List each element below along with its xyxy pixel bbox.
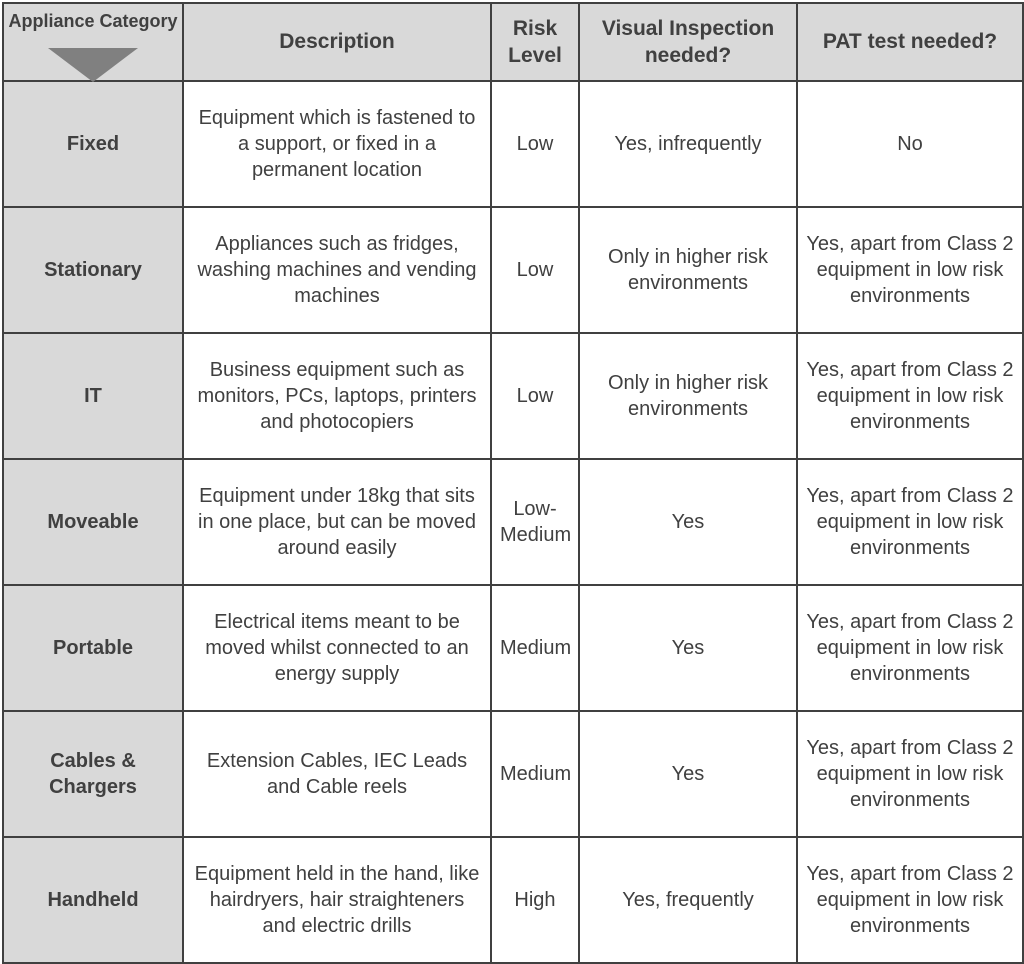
table-row: IT Business equipment such as monitors, … bbox=[3, 333, 1023, 459]
appliance-category-label: Appliance Category bbox=[4, 10, 182, 33]
cell-visual: Yes, infrequently bbox=[579, 81, 797, 207]
cell-risk: Low-Medium bbox=[491, 459, 579, 585]
cell-category: Fixed bbox=[3, 81, 183, 207]
cell-risk: Low bbox=[491, 207, 579, 333]
cell-risk: High bbox=[491, 837, 579, 963]
cell-description: Appliances such as fridges, washing mach… bbox=[183, 207, 491, 333]
cell-category: Moveable bbox=[3, 459, 183, 585]
cell-risk: Medium bbox=[491, 585, 579, 711]
table-row: Portable Electrical items meant to be mo… bbox=[3, 585, 1023, 711]
cell-description: Extension Cables, IEC Leads and Cable re… bbox=[183, 711, 491, 837]
cell-description: Electrical items meant to be moved whils… bbox=[183, 585, 491, 711]
cell-pat: Yes, apart from Class 2 equipment in low… bbox=[797, 459, 1023, 585]
table-row: Stationary Appliances such as fridges, w… bbox=[3, 207, 1023, 333]
cell-pat: Yes, apart from Class 2 equipment in low… bbox=[797, 837, 1023, 963]
cell-description: Equipment under 18kg that sits in one pl… bbox=[183, 459, 491, 585]
down-arrow-icon bbox=[48, 48, 138, 82]
cell-category: Cables & Chargers bbox=[3, 711, 183, 837]
cell-category: IT bbox=[3, 333, 183, 459]
table-row: Fixed Equipment which is fastened to a s… bbox=[3, 81, 1023, 207]
cell-risk: Low bbox=[491, 333, 579, 459]
col-risk-level: Risk Level bbox=[491, 3, 579, 81]
cell-pat: No bbox=[797, 81, 1023, 207]
cell-description: Equipment held in the hand, like hairdry… bbox=[183, 837, 491, 963]
cell-visual: Yes bbox=[579, 711, 797, 837]
col-visual-inspection: Visual Inspection needed? bbox=[579, 3, 797, 81]
cell-risk: Medium bbox=[491, 711, 579, 837]
cell-visual: Only in higher risk environments bbox=[579, 207, 797, 333]
cell-pat: Yes, apart from Class 2 equipment in low… bbox=[797, 585, 1023, 711]
cell-visual: Only in higher risk environments bbox=[579, 333, 797, 459]
table-header-row: Appliance Category Description Risk Leve… bbox=[3, 3, 1023, 81]
cell-pat: Yes, apart from Class 2 equipment in low… bbox=[797, 333, 1023, 459]
cell-pat: Yes, apart from Class 2 equipment in low… bbox=[797, 711, 1023, 837]
table-row: Moveable Equipment under 18kg that sits … bbox=[3, 459, 1023, 585]
col-description: Description bbox=[183, 3, 491, 81]
cell-category: Handheld bbox=[3, 837, 183, 963]
cell-category: Portable bbox=[3, 585, 183, 711]
cell-visual: Yes bbox=[579, 459, 797, 585]
cell-category: Stationary bbox=[3, 207, 183, 333]
header-corner-cell: Appliance Category bbox=[3, 3, 183, 81]
cell-risk: Low bbox=[491, 81, 579, 207]
col-pat-test: PAT test needed? bbox=[797, 3, 1023, 81]
table-row: Cables & Chargers Extension Cables, IEC … bbox=[3, 711, 1023, 837]
table-row: Handheld Equipment held in the hand, lik… bbox=[3, 837, 1023, 963]
pat-testing-table: Appliance Category Description Risk Leve… bbox=[2, 2, 1024, 964]
cell-pat: Yes, apart from Class 2 equipment in low… bbox=[797, 207, 1023, 333]
cell-visual: Yes, frequently bbox=[579, 837, 797, 963]
cell-description: Equipment which is fastened to a support… bbox=[183, 81, 491, 207]
cell-description: Business equipment such as monitors, PCs… bbox=[183, 333, 491, 459]
cell-visual: Yes bbox=[579, 585, 797, 711]
